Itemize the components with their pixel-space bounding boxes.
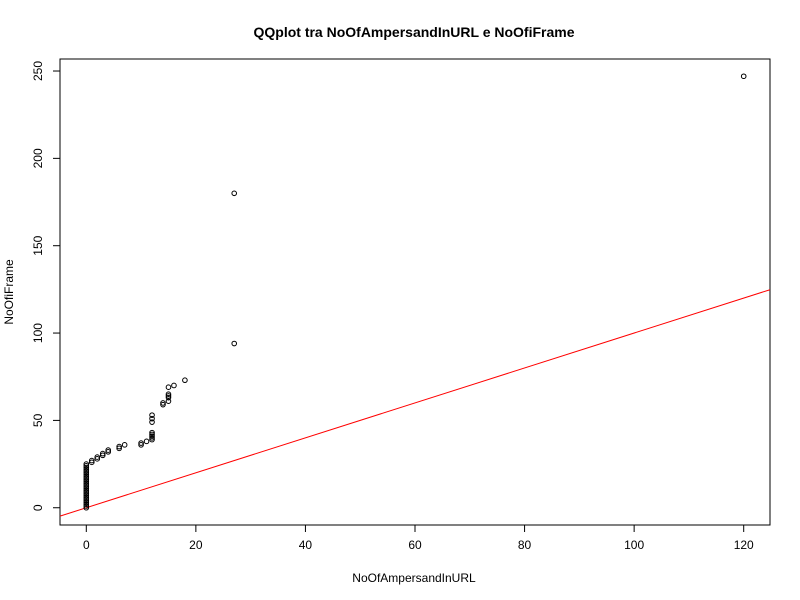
reference-line bbox=[59, 289, 771, 517]
data-point bbox=[99, 450, 106, 457]
x-tick-label: 40 bbox=[299, 538, 313, 552]
data-point bbox=[121, 442, 128, 448]
data-point bbox=[83, 473, 90, 480]
y-tick-label: 200 bbox=[31, 148, 45, 168]
data-point bbox=[149, 431, 155, 438]
data-point bbox=[231, 190, 238, 197]
data-point bbox=[83, 463, 90, 469]
data-point bbox=[149, 435, 155, 441]
x-tick-label: 60 bbox=[408, 538, 422, 552]
data-point bbox=[149, 419, 155, 425]
data-point bbox=[83, 464, 90, 471]
data-point bbox=[160, 401, 166, 408]
data-point bbox=[83, 496, 90, 502]
y-tick-label: 150 bbox=[31, 235, 45, 255]
plot-frame bbox=[59, 58, 771, 526]
data-point bbox=[99, 452, 106, 459]
data-point bbox=[83, 468, 90, 474]
data-point bbox=[83, 476, 90, 483]
data-point bbox=[83, 504, 90, 511]
data-point bbox=[182, 377, 188, 384]
data-point bbox=[83, 503, 90, 509]
data-point bbox=[165, 398, 172, 404]
data-point bbox=[231, 340, 238, 347]
data-point bbox=[138, 442, 144, 448]
data-point bbox=[83, 501, 90, 508]
x-axis-label: NoOfAmpersandInURL bbox=[352, 571, 476, 585]
data-point bbox=[165, 393, 172, 399]
y-axis: 0 50 100 150 200 250 bbox=[31, 61, 61, 511]
data-point bbox=[171, 382, 177, 389]
y-tick-label: 100 bbox=[31, 323, 45, 343]
data-point bbox=[83, 466, 90, 473]
data-point bbox=[83, 483, 90, 490]
data-point bbox=[83, 489, 90, 495]
data-point bbox=[165, 394, 172, 401]
data-point bbox=[83, 492, 90, 499]
plot-area bbox=[59, 73, 771, 517]
data-point bbox=[143, 438, 150, 445]
data-point bbox=[83, 471, 90, 478]
y-axis-label: NoOfiFrame bbox=[2, 259, 16, 325]
data-point bbox=[116, 443, 122, 450]
x-tick-label: 20 bbox=[189, 538, 203, 552]
x-tick-label: 0 bbox=[83, 538, 90, 552]
data-point bbox=[149, 429, 155, 436]
data-point bbox=[160, 400, 166, 406]
y-tick-label: 250 bbox=[31, 61, 45, 81]
data-point bbox=[138, 440, 144, 446]
data-point bbox=[94, 456, 101, 462]
data-point bbox=[149, 436, 155, 443]
data-point bbox=[165, 384, 172, 391]
data-point bbox=[105, 449, 112, 455]
data-point bbox=[149, 415, 155, 422]
data-point bbox=[83, 478, 90, 485]
data-point bbox=[83, 490, 90, 497]
data-point bbox=[88, 459, 95, 466]
data-point bbox=[149, 412, 155, 418]
data-point bbox=[83, 475, 90, 481]
x-tick-label: 100 bbox=[624, 538, 644, 552]
data-point bbox=[83, 485, 90, 492]
data-point bbox=[94, 454, 101, 460]
data-point bbox=[116, 445, 122, 452]
data-point bbox=[165, 391, 172, 397]
data-point bbox=[83, 461, 90, 467]
x-tick-label: 80 bbox=[518, 538, 532, 552]
data-point bbox=[149, 433, 155, 439]
data-point bbox=[83, 499, 90, 506]
data-point bbox=[740, 73, 747, 80]
data-point bbox=[83, 494, 90, 501]
data-point bbox=[83, 480, 90, 487]
data-point bbox=[83, 482, 90, 488]
chart-title: QQplot tra NoOfAmpersandInURL e NoOfiFra… bbox=[254, 24, 575, 40]
data-point bbox=[83, 497, 90, 504]
x-tick-label: 120 bbox=[734, 538, 754, 552]
data-point bbox=[83, 487, 90, 494]
data-point bbox=[83, 470, 90, 476]
x-axis: 0 20 40 60 80 100 120 bbox=[83, 524, 754, 552]
data-point bbox=[88, 457, 95, 464]
y-tick-label: 0 bbox=[31, 504, 45, 511]
y-tick-label: 50 bbox=[31, 413, 45, 427]
data-point bbox=[105, 447, 112, 453]
